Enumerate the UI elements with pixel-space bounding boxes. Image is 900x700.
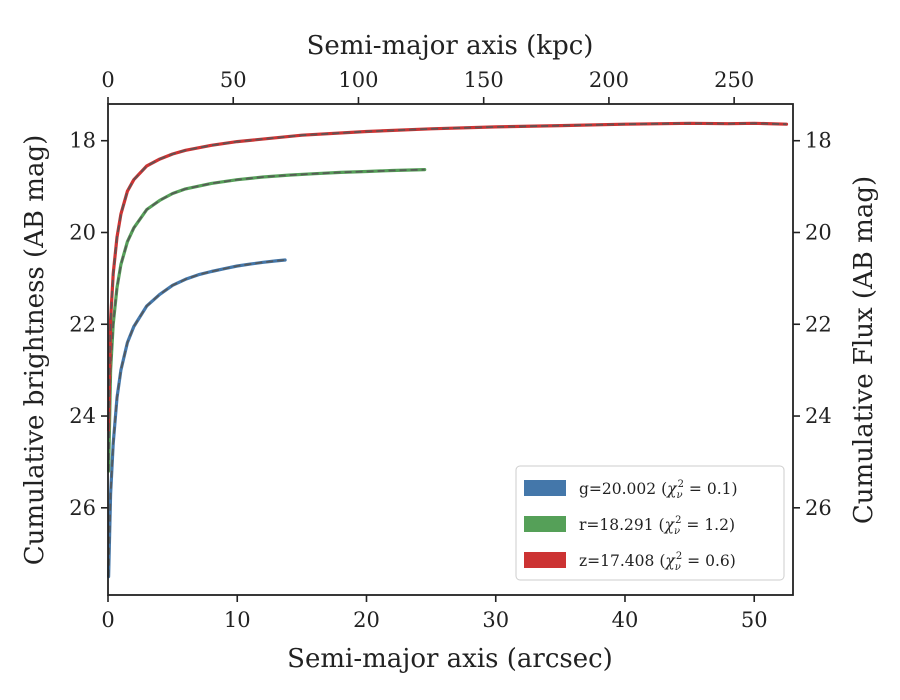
right-y-tick-label: 26	[805, 496, 832, 520]
legend-swatch-2	[524, 552, 566, 568]
right-y-axis-title: Cumulative Flux (AB mag)	[849, 176, 879, 524]
top-x-tick-label: 100	[338, 68, 378, 92]
legend-swatch-0	[524, 480, 566, 496]
top-x-tick-label: 200	[589, 68, 629, 92]
x-tick-label: 20	[353, 608, 380, 632]
legend: g=20.002 (χν2 = 0.1) r=18.291 (χν2 = 1.2)…	[515, 465, 785, 581]
legend-label-2: z=17.408 (χν2 = 0.6)	[579, 551, 736, 573]
x-tick-label: 50	[741, 608, 768, 632]
right-y-tick-label: 22	[805, 312, 832, 336]
y-tick-label: 20	[69, 220, 96, 244]
series-layer	[106, 121, 789, 579]
series-model-line-1	[107, 168, 425, 472]
legend-label-1: r=18.291 (χν2 = 1.2)	[579, 515, 735, 537]
x-tick-label: 30	[482, 608, 509, 632]
y-tick-label: 22	[69, 312, 96, 336]
y-tick-label: 18	[69, 129, 96, 153]
series-line-0	[106, 258, 287, 579]
plot-frame	[107, 103, 794, 596]
legend-box	[515, 465, 785, 581]
x-tick-label: 0	[101, 608, 114, 632]
series-line-2	[106, 121, 789, 432]
y-tick-label: 24	[69, 404, 96, 428]
right-y-tick-label: 18	[805, 129, 832, 153]
y-tick-label: 26	[69, 496, 96, 520]
y-axis-title: Cumulative brightness (AB mag)	[20, 135, 50, 566]
right-y-tick-label: 24	[805, 404, 832, 428]
x-tick-label: 10	[224, 608, 251, 632]
top-x-tick-label: 250	[714, 68, 754, 92]
top-x-tick-label: 0	[101, 68, 114, 92]
legend-label-0: g=20.002 (χν2 = 0.1)	[579, 479, 738, 501]
right-y-tick-label: 20	[805, 220, 832, 244]
series-model-line-2	[107, 122, 787, 430]
x-tick-label: 40	[612, 608, 639, 632]
top-x-tick-label: 50	[220, 68, 247, 92]
series-model-line-0	[107, 259, 286, 577]
axes-layer: 0 10 20 30 40 50 0 50 100 150 200 250 18 18 20 20 22 22 24…	[69, 68, 831, 632]
top-x-axis-title: Semi-major axis (kpc)	[307, 31, 594, 61]
legend-swatch-1	[524, 516, 566, 532]
x-axis-title: Semi-major axis (arcsec)	[287, 644, 613, 674]
series-line-1	[106, 168, 427, 473]
top-x-tick-label: 150	[464, 68, 504, 92]
